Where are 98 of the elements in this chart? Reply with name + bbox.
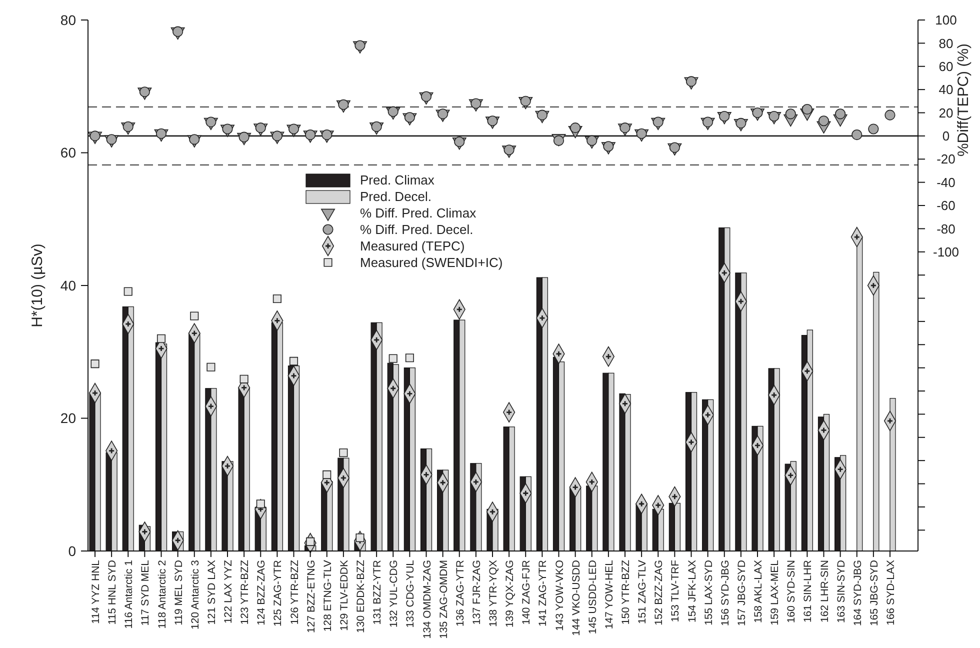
legend-label: % Diff. Pred. Decel. (360, 222, 474, 238)
x-tick-label: 137 FJR-ZAG (470, 560, 483, 625)
x-tick-label: 122 LAX YYZ (222, 559, 234, 624)
x-tick-label: 115 HNL SYD (106, 560, 119, 625)
point (288, 124, 300, 134)
y2-tick-label: 40 (938, 82, 954, 98)
x-tick-label: 147 YOW-HEL (603, 560, 616, 630)
y2-tick-label: -20 (936, 152, 956, 167)
point (256, 500, 265, 508)
x-tick-label: 134 OMDM-ZAG (421, 560, 434, 639)
y2-tick-label: -100 (932, 244, 960, 260)
y2-tick-label: 100 (935, 12, 957, 28)
y-tick-label: 0 (68, 542, 76, 559)
point (852, 130, 862, 140)
legend-label: Pred. Climax (360, 172, 435, 188)
x-tick-label: 150 YTR-BZZ (620, 559, 632, 625)
point (405, 354, 414, 362)
x-tick-label: 114 YYZ HNL (90, 560, 102, 624)
point (206, 362, 216, 372)
x-tick-label: 116 Antarctic 1 (123, 560, 136, 629)
x-tick-label: 163 SIN-SYD (835, 560, 848, 624)
x-tick-label: 143 YOW-VKO (554, 560, 566, 631)
x-tick-label: 161 SIN-LHR (802, 560, 814, 622)
y2-tick-label: 80 (938, 36, 954, 51)
x-tick-label: 131 BZZ-YTR (372, 560, 384, 625)
x-tick-label: 126 YTR-BZZ (288, 559, 301, 625)
x-tick-label: 158 AKL-LAX (752, 560, 764, 624)
y2-tick-label: 20 (938, 105, 954, 120)
point (818, 116, 830, 126)
point (90, 360, 100, 368)
x-tick-label: 152 BZZ-ZAG (653, 560, 666, 626)
y-tick-label: 40 (60, 277, 76, 294)
point (835, 108, 846, 120)
x-tick-label: 125 ZAG-YTR (272, 560, 284, 627)
x-tick-label: 139 YQX-ZAG (504, 560, 516, 628)
y2-tick-label: -40 (936, 174, 956, 190)
x-tick-label: 166 SYD-LAX (885, 560, 897, 626)
point (156, 334, 166, 343)
x-tick-label: 160 SYD-SIN (786, 560, 798, 624)
legend-label: Pred. Decel. (360, 189, 432, 204)
point (388, 354, 398, 363)
x-tick-label: 127 BZZ-ETNG (305, 560, 318, 633)
x-tick-label: 153 TLV-TRF (670, 560, 682, 622)
x-tick-label: 141 ZAG-YTR (537, 560, 550, 627)
x-tick-label: 165 JBG-SYD (868, 560, 880, 626)
x-tick-label: 138 YTR-YQX (488, 560, 500, 627)
point (90, 130, 100, 142)
x-tick-label: 151 ZAG-TLV (636, 560, 649, 624)
x-tick-label: 154 JFK-LAX (686, 560, 698, 622)
x-tick-label: 135 ZAG-OMDM (438, 560, 450, 639)
y2-tick-label: -60 (936, 198, 956, 214)
x-tick-label: 133 CDG-YUL (404, 560, 417, 628)
y2-tick-label: 60 (938, 58, 954, 74)
x-tick-label: 145 USDD-LED (586, 560, 599, 634)
point (156, 128, 167, 139)
point (884, 110, 896, 120)
y-tick-label: 80 (60, 12, 76, 28)
point (124, 287, 132, 296)
legend-label: % Diff. Pred. Climax (360, 206, 477, 221)
legend-label: Measured (TEPC) (360, 238, 465, 254)
point (785, 108, 796, 120)
x-tick-label: 155 LAX-SYD (702, 560, 715, 626)
x-tick-label: 159 LAX-MEL (769, 560, 782, 626)
x-tick-label: 156 SYD-JBG (719, 560, 732, 626)
point (420, 91, 432, 102)
x-tick-label: 130 EDDK-BZZ (355, 559, 367, 633)
y2-axis-title: %Diff(TEPC) (%) (955, 43, 972, 157)
x-tick-label: 136 ZAG-YTR (454, 560, 466, 627)
point (686, 76, 697, 87)
y2-tick-label: -80 (936, 221, 956, 236)
point (322, 470, 332, 479)
point (190, 312, 199, 320)
point (240, 374, 248, 384)
x-tick-label: 162 LHR-SIN (818, 560, 831, 622)
x-tick-label: 164 SYD-JBG (852, 560, 864, 626)
x-tick-label: 117 SYD MEL (140, 560, 152, 626)
point (272, 294, 282, 304)
x-tick-label: 124 BZZ-ZAG (256, 560, 268, 626)
x-tick-label: 157 JBG-SYD (736, 560, 748, 626)
x-tick-label: 123 YTR-BZZ (239, 559, 252, 625)
x-tick-label: 144 VKO-USDD (570, 560, 582, 636)
point (289, 356, 298, 366)
point (868, 124, 879, 134)
x-tick-label: 128 ETNG-TLV (322, 560, 334, 632)
y2-tick-label: 0 (942, 128, 950, 144)
y-tick-label: 60 (60, 144, 76, 161)
x-tick-label: 118 Antarctic 2 (156, 560, 168, 629)
point (802, 104, 812, 115)
x-tick-label: 119 MEL SYD (172, 560, 185, 626)
y-axis-title: H*(10) (µSv) (29, 244, 46, 328)
x-tick-label: 120 Antarctic 3 (189, 560, 202, 630)
x-tick-label: 140 ZAG-FJR (520, 560, 533, 625)
y-tick-label: 20 (60, 410, 76, 426)
legend-label: Measured (SWENDI+IC) (360, 255, 503, 270)
x-tick-label: 121 SYD LAX (206, 560, 218, 625)
x-tick-label: 129 TLV-EDDK (338, 560, 350, 631)
point (339, 448, 348, 458)
x-tick-label: 132 YUL-CDG (388, 560, 400, 628)
